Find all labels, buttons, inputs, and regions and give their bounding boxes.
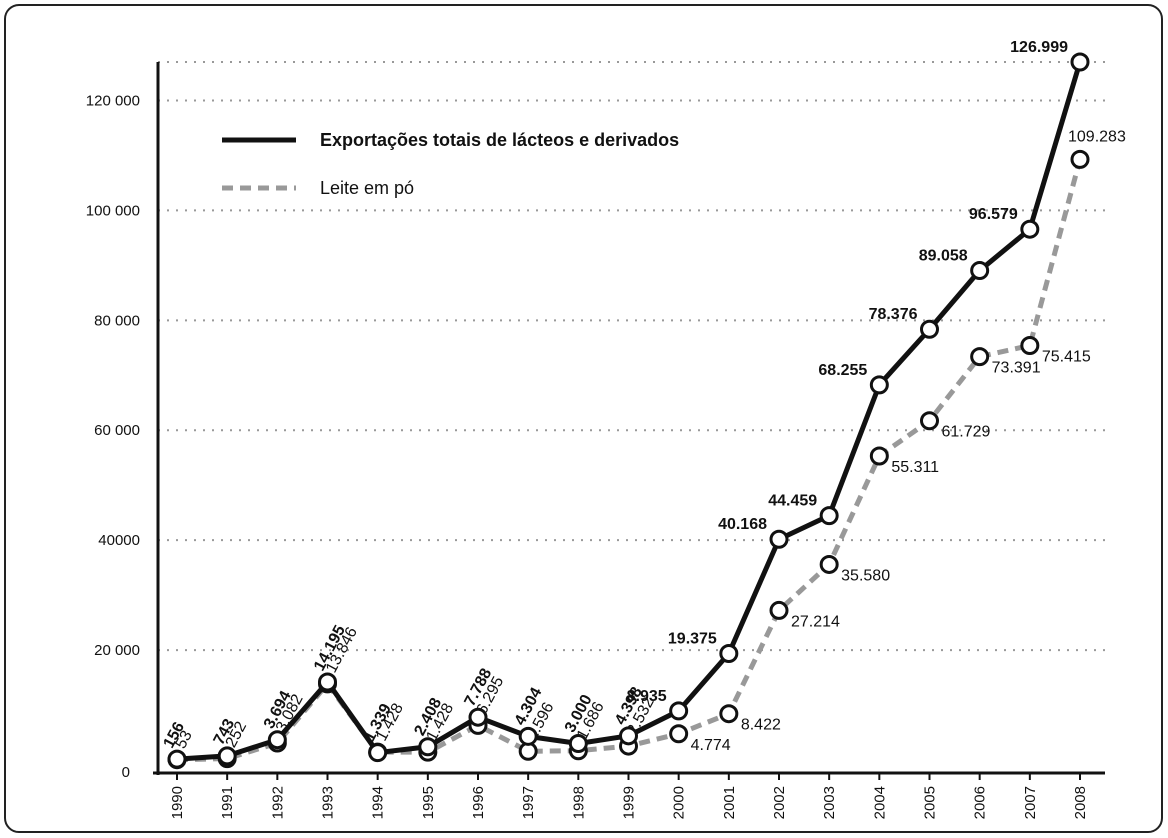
point-marker xyxy=(1070,52,1090,72)
point-marker xyxy=(869,446,889,466)
point-marker xyxy=(769,600,789,620)
point-marker xyxy=(368,743,388,763)
point-marker xyxy=(568,734,588,754)
y-tick-label: 0 xyxy=(122,764,130,781)
point-marker xyxy=(167,749,187,769)
data-label: 89.058 xyxy=(919,248,968,265)
point-marker xyxy=(1070,149,1090,169)
x-tick-label: 2003 xyxy=(821,786,838,819)
point-marker xyxy=(619,726,638,746)
data-label: 68.255 xyxy=(818,362,867,379)
data-label: 8.422 xyxy=(741,717,781,734)
x-tick-label: 1999 xyxy=(621,786,638,819)
point-marker xyxy=(669,701,689,721)
y-tick-label: 60 000 xyxy=(94,422,140,439)
x-tick-label: 2002 xyxy=(771,786,788,819)
data-label: 75.415 xyxy=(1042,349,1091,366)
point-marker xyxy=(318,672,337,692)
x-tick-label: 1995 xyxy=(420,786,437,819)
data-label: 44.459 xyxy=(768,493,817,510)
x-tick-label: 1993 xyxy=(320,786,337,819)
point-marker xyxy=(869,375,889,395)
x-tick-label: 1991 xyxy=(219,786,236,819)
x-tick-label: 1990 xyxy=(169,786,186,819)
x-tick-label: 1997 xyxy=(520,786,537,819)
point-marker xyxy=(1020,336,1040,356)
data-label: 19.375 xyxy=(668,631,717,648)
x-tick-label: 1998 xyxy=(570,786,587,819)
point-marker xyxy=(468,707,488,727)
point-marker xyxy=(267,730,287,750)
data-label: 73.391 xyxy=(992,360,1041,377)
data-label: 78.376 xyxy=(869,306,918,323)
point-marker xyxy=(217,746,237,766)
x-tick-label: 2001 xyxy=(721,786,738,819)
point-marker xyxy=(920,411,939,431)
y-tick-label: 120 000 xyxy=(86,92,140,109)
point-marker xyxy=(719,644,739,664)
y-tick-label: 20 000 xyxy=(94,642,140,659)
point-marker xyxy=(970,347,990,367)
y-tick-label: 40000 xyxy=(98,532,140,549)
point-marker xyxy=(920,319,939,339)
point-marker xyxy=(769,529,789,549)
legend-label: Leite em pó xyxy=(320,178,414,198)
x-tick-label: 2006 xyxy=(972,786,989,819)
x-tick-label: 1996 xyxy=(470,786,487,819)
point-marker xyxy=(819,554,839,574)
point-marker xyxy=(669,724,689,744)
data-label: 35.580 xyxy=(841,567,890,584)
data-label: 27.214 xyxy=(791,613,840,630)
point-marker xyxy=(719,704,739,724)
x-tick-label: 1994 xyxy=(370,786,387,819)
data-label: 53 xyxy=(173,728,196,752)
y-tick-label: 80 000 xyxy=(94,312,140,329)
data-label: 4.774 xyxy=(691,737,731,754)
x-tick-label: 2008 xyxy=(1072,786,1089,819)
x-tick-label: 2004 xyxy=(871,786,888,819)
x-tick-label: 2000 xyxy=(671,786,688,819)
data-label: 96.579 xyxy=(969,206,1018,223)
data-label: 8.935 xyxy=(627,688,667,705)
point-marker xyxy=(1020,219,1040,239)
point-marker xyxy=(970,261,990,281)
frame xyxy=(4,4,1163,833)
point-marker xyxy=(418,737,438,757)
data-label: 109.283 xyxy=(1068,128,1126,145)
data-label: 55.311 xyxy=(891,459,939,476)
data-label: 61.729 xyxy=(942,424,991,441)
x-tick-label: 2005 xyxy=(922,786,939,819)
data-label: 126.999 xyxy=(1010,39,1068,56)
y-tick-label: 100 000 xyxy=(86,202,140,219)
data-label: 40.168 xyxy=(718,516,767,533)
x-tick-label: 1992 xyxy=(269,786,286,819)
point-marker xyxy=(518,726,538,746)
point-marker xyxy=(819,506,839,526)
legend-label: Exportações totais de lácteos e derivado… xyxy=(320,130,679,150)
x-tick-label: 2007 xyxy=(1022,786,1039,819)
